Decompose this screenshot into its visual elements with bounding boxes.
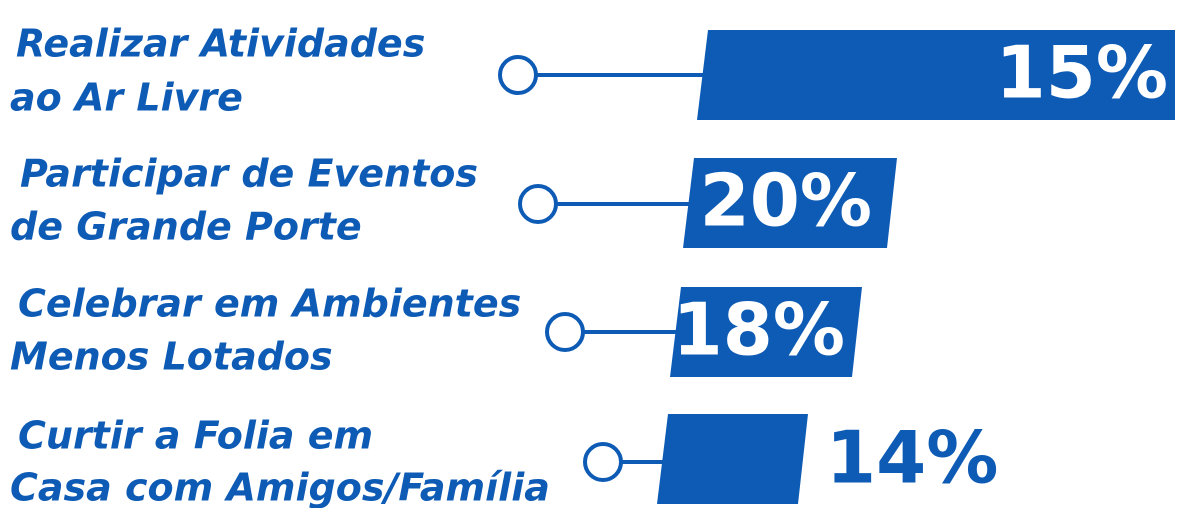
- item-label: Casa com Amigos/Família: [10, 466, 550, 508]
- marker-dot: [498, 55, 538, 95]
- marker-dot: [518, 184, 558, 224]
- item-value: 15%: [996, 31, 1168, 115]
- bar: [657, 414, 808, 504]
- item-value: 14%: [826, 416, 998, 500]
- item: Celebrar em Ambientes Menos Lotados 18%: [10, 282, 862, 379]
- bar: [683, 158, 897, 248]
- bar: [670, 287, 862, 377]
- item: Participar de Eventos de Grande Porte 20…: [10, 152, 897, 249]
- item: Curtir a Folia em Casa com Amigos/Famíli…: [10, 414, 998, 508]
- marker-dot: [583, 442, 623, 482]
- item-label: Curtir a Folia em: [18, 414, 373, 458]
- bar: [697, 30, 1175, 120]
- item-label: de Grande Porte: [10, 205, 362, 249]
- item-label: ao Ar Livre: [10, 76, 243, 120]
- item-label: Participar de Eventos: [20, 152, 478, 196]
- item-value: 20%: [700, 159, 872, 243]
- item-value: 18%: [673, 288, 845, 372]
- item-label: Celebrar em Ambientes: [18, 282, 521, 326]
- item-label: Realizar Atividades: [16, 22, 425, 66]
- item: Realizar Atividades ao Ar Livre 15%: [10, 22, 1175, 120]
- item-label: Menos Lotados: [10, 335, 333, 379]
- marker-dot: [545, 312, 585, 352]
